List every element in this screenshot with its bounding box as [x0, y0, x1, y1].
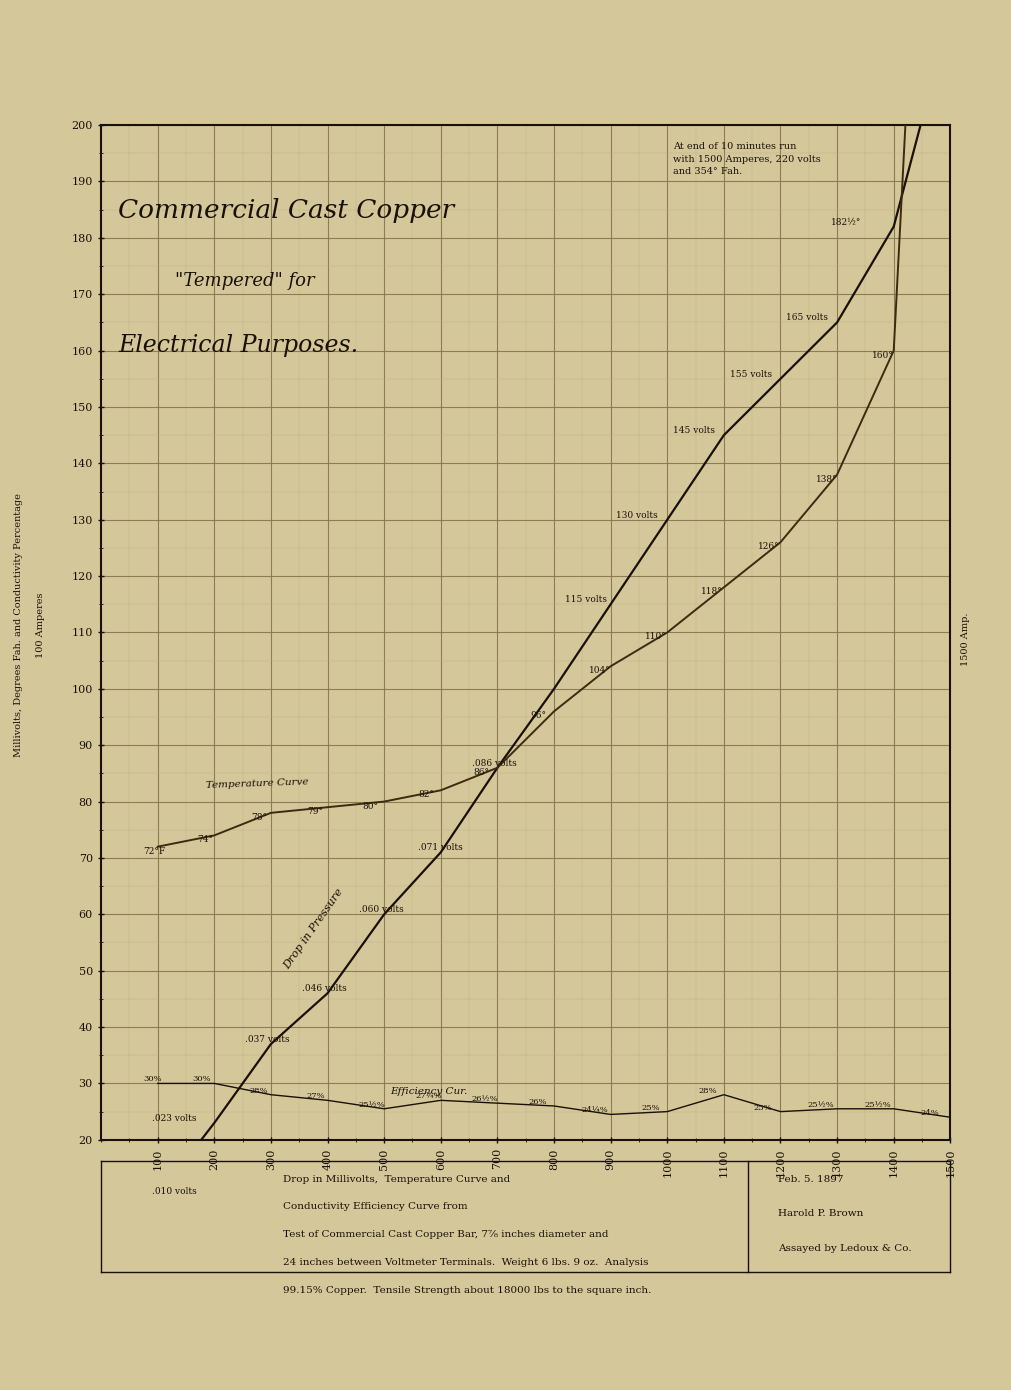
Text: .046 volts: .046 volts — [302, 984, 347, 994]
Text: 24%: 24% — [921, 1109, 939, 1118]
Text: 27%: 27% — [306, 1093, 325, 1101]
Text: Harold P. Brown: Harold P. Brown — [778, 1209, 863, 1218]
Text: .071 volts: .071 volts — [419, 844, 463, 852]
Text: 72°F: 72°F — [144, 847, 166, 856]
Text: 25%: 25% — [642, 1104, 660, 1112]
Text: 28%: 28% — [250, 1087, 268, 1095]
Text: 110°: 110° — [645, 632, 666, 641]
Text: 74°: 74° — [197, 835, 213, 844]
Text: Assayed by Ledoux & Co.: Assayed by Ledoux & Co. — [778, 1244, 912, 1252]
Text: Conductivity Efficiency Curve from: Conductivity Efficiency Curve from — [283, 1202, 468, 1211]
Text: 78°: 78° — [251, 813, 267, 821]
Text: 182½°: 182½° — [831, 218, 861, 227]
Text: 130 volts: 130 volts — [617, 510, 658, 520]
Text: 28%: 28% — [699, 1087, 717, 1095]
Text: Temperature Curve: Temperature Curve — [206, 778, 308, 791]
Text: 82°: 82° — [419, 791, 434, 799]
Text: 99.15% Copper.  Tensile Strength about 18000 lbs to the square inch.: 99.15% Copper. Tensile Strength about 18… — [283, 1286, 651, 1294]
Text: 165 volts: 165 volts — [787, 313, 828, 322]
Text: 155 volts: 155 volts — [730, 370, 771, 379]
Text: 118°: 118° — [702, 588, 723, 596]
Text: Drop in Pressure: Drop in Pressure — [282, 887, 346, 970]
Text: 96°: 96° — [530, 712, 546, 720]
Text: 160°: 160° — [872, 350, 894, 360]
Text: 104°: 104° — [589, 666, 611, 676]
Text: 25½%: 25½% — [359, 1101, 385, 1109]
Text: 79°: 79° — [307, 808, 324, 816]
Text: 100 Amperes: 100 Amperes — [36, 592, 44, 659]
Text: 138°: 138° — [816, 474, 837, 484]
Text: 26%: 26% — [529, 1098, 547, 1106]
Text: 115 volts: 115 volts — [565, 595, 608, 605]
Text: 26½%: 26½% — [472, 1095, 498, 1104]
Text: 86°: 86° — [473, 767, 489, 777]
Text: 1500 Amp.: 1500 Amp. — [961, 613, 970, 666]
Text: .037 volts: .037 volts — [246, 1036, 290, 1044]
Text: 30%: 30% — [144, 1076, 162, 1083]
Text: 30%: 30% — [193, 1076, 211, 1083]
Text: 126°: 126° — [758, 542, 779, 552]
Text: 25½%: 25½% — [864, 1101, 891, 1109]
Text: At end of 10 minutes run
with 1500 Amperes, 220 volts
and 354° Fah.: At end of 10 minutes run with 1500 Amper… — [673, 142, 821, 177]
Text: .023 volts: .023 volts — [152, 1113, 196, 1123]
Text: 25½%: 25½% — [808, 1101, 834, 1109]
Text: Electrical Purposes.: Electrical Purposes. — [118, 334, 358, 357]
Text: .010 volts: .010 volts — [152, 1187, 197, 1197]
Text: Commercial Cast Copper: Commercial Cast Copper — [118, 199, 454, 224]
Text: 24 inches between Voltmeter Terminals.  Weight 6 lbs. 9 oz.  Analysis: 24 inches between Voltmeter Terminals. W… — [283, 1258, 649, 1266]
Text: Efficiency Cur.: Efficiency Cur. — [390, 1087, 467, 1095]
Text: Test of Commercial Cast Copper Bar, 7⅞ inches diameter and: Test of Commercial Cast Copper Bar, 7⅞ i… — [283, 1230, 609, 1238]
Text: 27¼%: 27¼% — [416, 1093, 442, 1101]
Text: 24¼%: 24¼% — [581, 1106, 608, 1115]
Text: 80°: 80° — [363, 802, 379, 810]
Text: "Tempered" for: "Tempered" for — [175, 271, 314, 289]
Text: .060 volts: .060 volts — [359, 905, 403, 915]
Text: 25%: 25% — [753, 1104, 772, 1112]
Text: 145 volts: 145 volts — [673, 427, 715, 435]
Text: Feb. 5. 1897: Feb. 5. 1897 — [778, 1175, 844, 1183]
Text: Drop in Millivolts,  Temperature Curve and: Drop in Millivolts, Temperature Curve an… — [283, 1175, 511, 1183]
Text: Millivolts, Degrees Fah. and Conductivity Percentage: Millivolts, Degrees Fah. and Conductivit… — [14, 493, 22, 758]
Text: .086 volts: .086 volts — [472, 759, 517, 767]
